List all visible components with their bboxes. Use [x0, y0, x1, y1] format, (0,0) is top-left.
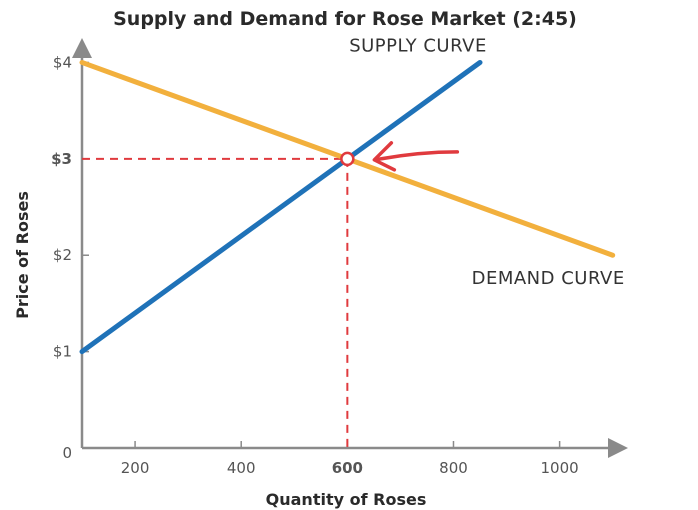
x-axis-title: Quantity of Roses: [266, 490, 427, 509]
supply-curve-label: SUPPLY CURVE: [349, 35, 487, 56]
x-tick-label: 600: [332, 459, 363, 477]
supply-curve-line: [79, 59, 483, 355]
y-tick-label: $3: [51, 150, 72, 168]
chart-marks: SUPPLY CURVE DEMAND CURVE: [79, 35, 625, 448]
pointer-arrow-shaft: [373, 150, 460, 162]
demand-curve-label: DEMAND CURVE: [472, 268, 625, 289]
axes: 200 400 600 800 1000 0 $1 $2 $3 $4: [51, 38, 628, 477]
y-tick-label: $2: [53, 246, 72, 264]
y-axis-title: Price of Roses: [13, 191, 32, 319]
y-tick-label: $1: [53, 343, 72, 361]
x-tick-label: 200: [121, 459, 150, 477]
x-tick-label: 1000: [541, 459, 579, 477]
x-tick-label: 800: [439, 459, 468, 477]
x-tick-label: 400: [227, 459, 256, 477]
chart-title: Supply and Demand for Rose Market (2:45): [113, 8, 577, 30]
equilibrium-point: [340, 151, 355, 167]
y-tick-label: 0: [62, 444, 72, 462]
pointer-arrow-head: [372, 141, 397, 172]
y-tick-label: $4: [53, 53, 72, 71]
